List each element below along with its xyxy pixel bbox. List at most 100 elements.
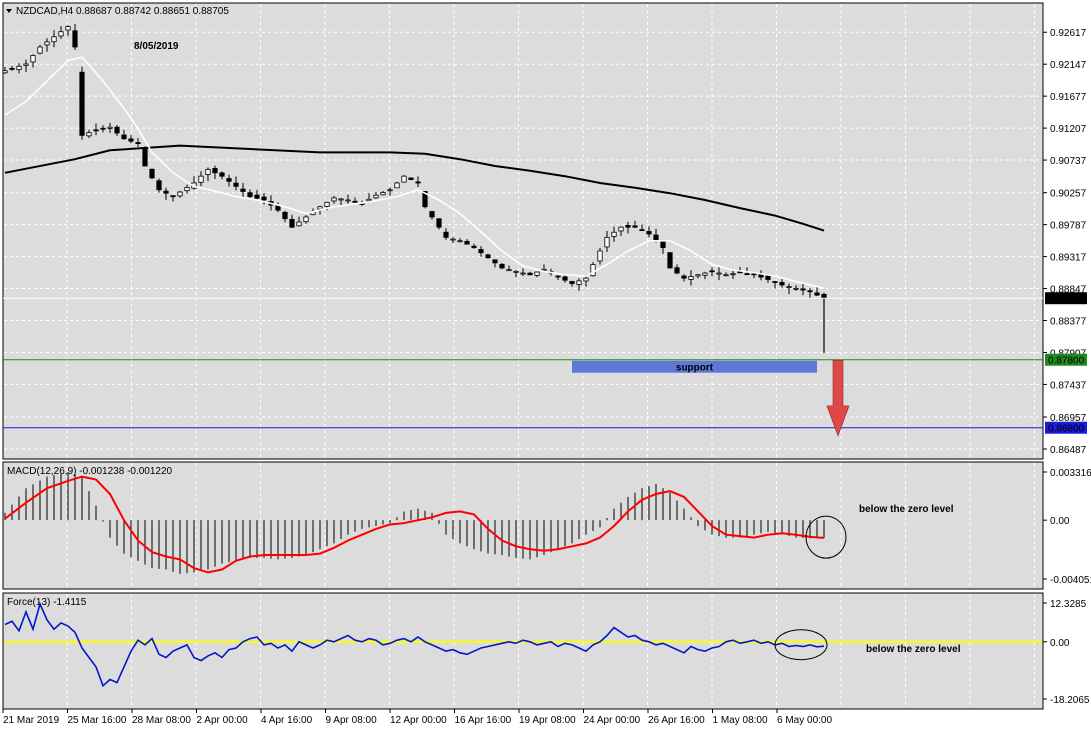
candle[interactable] xyxy=(478,246,484,257)
force-panel[interactable]: 12.3285 0.00 -18.2065 Force(13) -1.4115 belo… xyxy=(2,592,1090,710)
candle[interactable] xyxy=(562,274,568,283)
candle[interactable] xyxy=(681,274,687,282)
candle[interactable] xyxy=(457,238,463,243)
candle[interactable] xyxy=(387,187,393,196)
candle[interactable] xyxy=(660,240,666,254)
candle[interactable] xyxy=(282,210,288,223)
candle[interactable] xyxy=(765,275,771,283)
candle[interactable] xyxy=(51,30,57,48)
candle[interactable] xyxy=(611,226,617,242)
macd-panel[interactable]: 0.003316 0.00 -0.004051 MACD(12,26,9) -0.00… xyxy=(2,461,1091,590)
candle[interactable] xyxy=(303,215,309,224)
candle[interactable] xyxy=(338,198,344,206)
candle[interactable] xyxy=(576,278,582,291)
candle[interactable] xyxy=(100,125,106,133)
candle[interactable] xyxy=(730,269,736,279)
candle[interactable] xyxy=(485,253,491,259)
collapse-triangle-icon[interactable] xyxy=(6,9,12,13)
candle[interactable] xyxy=(156,178,162,193)
candle[interactable] xyxy=(128,135,134,144)
candle[interactable] xyxy=(44,38,50,52)
candle[interactable] xyxy=(639,224,645,232)
candle[interactable] xyxy=(16,63,22,74)
candle[interactable] xyxy=(142,146,148,167)
candle[interactable] xyxy=(716,266,722,281)
candle[interactable] xyxy=(254,189,260,200)
candle[interactable] xyxy=(373,191,379,199)
candle[interactable] xyxy=(534,271,540,278)
candle[interactable] xyxy=(2,66,8,74)
candle[interactable] xyxy=(79,66,85,140)
candle[interactable] xyxy=(380,190,386,196)
candle[interactable] xyxy=(625,221,631,234)
candle[interactable] xyxy=(464,239,470,245)
candle[interactable] xyxy=(450,237,456,243)
candle[interactable] xyxy=(415,176,421,188)
candle[interactable] xyxy=(569,280,575,287)
candle[interactable] xyxy=(667,252,673,269)
candle[interactable] xyxy=(65,25,71,37)
candle[interactable] xyxy=(401,175,407,183)
candle[interactable] xyxy=(261,193,267,205)
candle[interactable] xyxy=(604,231,610,252)
candle[interactable] xyxy=(107,122,113,133)
candle[interactable] xyxy=(289,214,295,229)
candle[interactable] xyxy=(499,263,505,270)
candle[interactable] xyxy=(121,129,127,140)
candle[interactable] xyxy=(198,171,204,187)
candle[interactable] xyxy=(205,167,211,182)
candle[interactable] xyxy=(296,216,302,227)
candle[interactable] xyxy=(702,271,708,280)
candle[interactable] xyxy=(800,282,806,296)
candle[interactable] xyxy=(513,270,519,278)
candle[interactable] xyxy=(779,279,785,288)
candle[interactable] xyxy=(793,285,799,291)
candle[interactable] xyxy=(618,226,624,237)
candle[interactable] xyxy=(219,171,225,180)
candle[interactable] xyxy=(394,181,400,189)
candle[interactable] xyxy=(352,197,358,204)
candle[interactable] xyxy=(331,195,337,204)
candle[interactable] xyxy=(149,168,155,179)
candle[interactable] xyxy=(240,182,246,198)
candle[interactable] xyxy=(72,24,78,50)
candle[interactable] xyxy=(744,267,750,276)
candle[interactable] xyxy=(135,138,141,147)
candle[interactable] xyxy=(786,283,792,295)
candle[interactable] xyxy=(170,195,176,202)
candle[interactable] xyxy=(23,59,29,72)
candle[interactable] xyxy=(58,26,64,39)
candle[interactable] xyxy=(408,177,414,181)
candle[interactable] xyxy=(184,184,190,194)
candle[interactable] xyxy=(590,262,596,277)
candle[interactable] xyxy=(366,193,372,203)
candle[interactable] xyxy=(807,288,813,299)
candle[interactable] xyxy=(233,176,239,191)
candle[interactable] xyxy=(492,259,498,268)
candle[interactable] xyxy=(709,267,715,277)
candle[interactable] xyxy=(555,275,561,281)
candle[interactable] xyxy=(723,272,729,277)
candle[interactable] xyxy=(247,189,253,200)
candle[interactable] xyxy=(114,125,120,136)
candle[interactable] xyxy=(597,247,603,265)
candle[interactable] xyxy=(471,243,477,249)
candle[interactable] xyxy=(436,218,442,230)
candle[interactable] xyxy=(527,271,533,276)
candle[interactable] xyxy=(646,226,652,238)
candle[interactable] xyxy=(37,44,43,55)
candle[interactable] xyxy=(814,286,820,296)
candle[interactable] xyxy=(429,210,435,220)
candle[interactable] xyxy=(695,274,701,279)
candle[interactable] xyxy=(177,190,183,198)
candle[interactable] xyxy=(520,268,526,277)
candle[interactable] xyxy=(443,228,449,240)
candle[interactable] xyxy=(226,174,232,187)
price-panel[interactable]: 0.92617 0.92147 0.91677 0.91207 0.90737 0.902… xyxy=(2,2,1087,460)
candle[interactable] xyxy=(163,187,169,200)
candle[interactable] xyxy=(737,266,743,274)
candle[interactable] xyxy=(345,194,351,205)
candle[interactable] xyxy=(688,270,694,286)
candle[interactable] xyxy=(541,264,547,272)
candle[interactable] xyxy=(30,54,36,68)
